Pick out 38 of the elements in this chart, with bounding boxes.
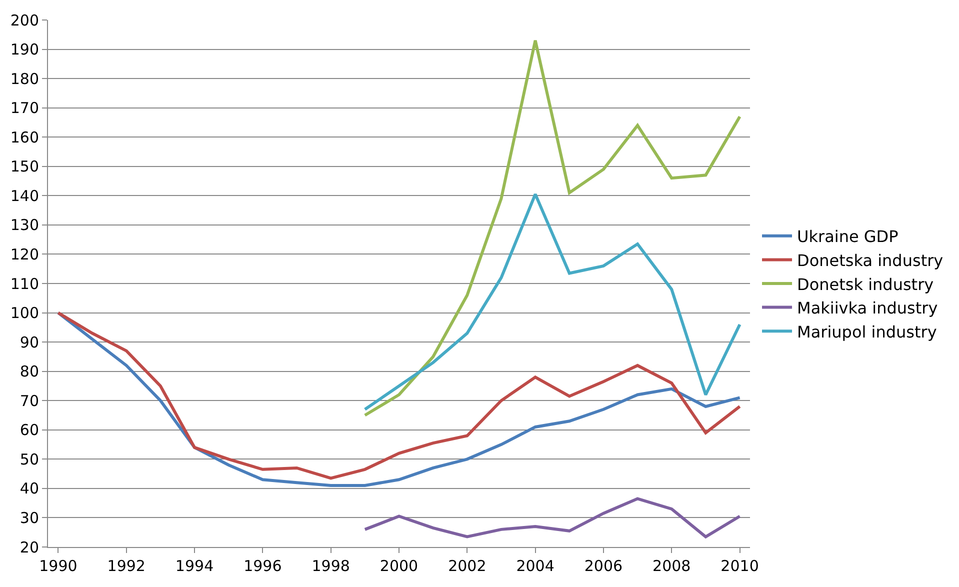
y-tick-label: 90 bbox=[20, 333, 39, 352]
legend-label: Mariupol industry bbox=[797, 322, 937, 342]
y-tick-label: 70 bbox=[20, 392, 39, 410]
x-tick-label: 2002 bbox=[448, 557, 486, 575]
line-series bbox=[363, 497, 742, 538]
y-tick-label: 160 bbox=[10, 128, 39, 146]
x-tick-label: 1990 bbox=[39, 557, 78, 575]
y-tick-label: 120 bbox=[10, 245, 39, 264]
x-tick-label: 2008 bbox=[652, 557, 691, 575]
y-tick-label: 140 bbox=[10, 186, 39, 205]
x-tick-label: 1994 bbox=[175, 557, 214, 575]
line-series bbox=[363, 38, 742, 417]
y-tick-label: 30 bbox=[20, 508, 39, 527]
x-tick-label: 2006 bbox=[584, 557, 623, 575]
x-tick-label: 2000 bbox=[380, 557, 418, 575]
y-tick-label: 150 bbox=[10, 158, 39, 176]
x-tick-label: 1998 bbox=[312, 557, 350, 575]
x-tick-label: 2004 bbox=[516, 557, 554, 575]
legend-label: Ukraine GDP bbox=[797, 227, 899, 246]
legend-label: Donetsk industry bbox=[797, 274, 934, 294]
y-tick-label: 200 bbox=[10, 11, 39, 30]
x-tick-label: 2010 bbox=[720, 557, 759, 575]
y-tick-label: 170 bbox=[10, 99, 39, 118]
y-tick-label: 50 bbox=[20, 450, 39, 468]
legend-label: Makiivka industry bbox=[797, 298, 938, 318]
y-tick-label: 130 bbox=[10, 216, 39, 234]
y-tick-label: 20 bbox=[20, 538, 39, 556]
line-series bbox=[363, 192, 742, 411]
y-tick-label: 60 bbox=[20, 421, 39, 440]
y-tick-label: 80 bbox=[20, 362, 39, 381]
y-tick-label: 40 bbox=[20, 480, 39, 498]
y-tick-label: 190 bbox=[10, 40, 39, 59]
x-tick-label: 1996 bbox=[244, 557, 282, 575]
y-tick-label: 180 bbox=[10, 70, 39, 88]
y-tick-label: 110 bbox=[10, 274, 39, 293]
legend-label: Donetska industry bbox=[797, 250, 944, 270]
y-tick-label: 100 bbox=[10, 304, 39, 322]
x-tick-label: 1992 bbox=[107, 557, 146, 575]
